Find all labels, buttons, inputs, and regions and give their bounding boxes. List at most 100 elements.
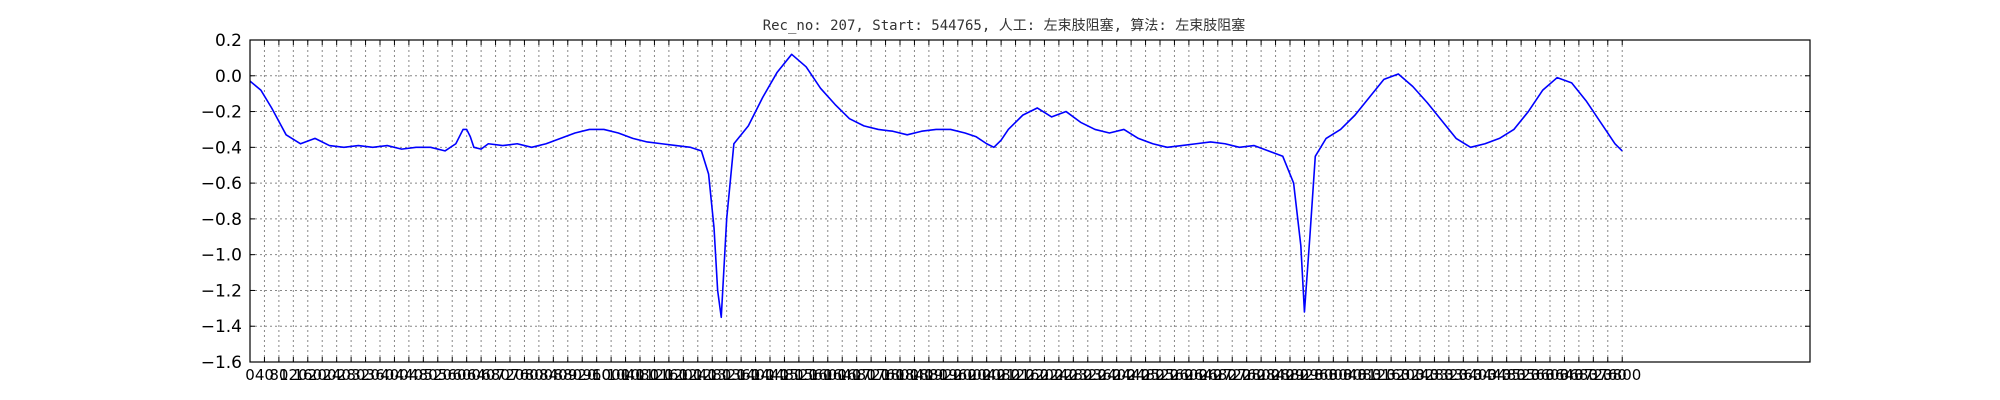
y-tick-label: −0.2 <box>201 103 242 123</box>
x-tick-label: 880 <box>553 366 582 384</box>
x-tick-label: 3760 <box>1589 366 1627 384</box>
x-tick-label: 2440 <box>1112 366 1150 384</box>
x-tick-label: 2200 <box>1025 366 1063 384</box>
x-tick-label: 840 <box>539 366 568 384</box>
x-tick-label: 1960 <box>939 366 977 384</box>
x-tick-label: 2840 <box>1256 366 1294 384</box>
x-tick-label: 80 <box>269 366 288 384</box>
x-tick-label: 3800 <box>1603 366 1641 384</box>
x-tick-label: 1080 <box>621 366 659 384</box>
x-tick-label: 960 <box>582 366 611 384</box>
x-tick-label: 2000 <box>953 366 991 384</box>
x-tick-label: 120 <box>279 366 308 384</box>
x-tick-label: 1640 <box>823 366 861 384</box>
x-tick-label: 3520 <box>1502 366 1540 384</box>
x-tick-label: 3000 <box>1314 366 1352 384</box>
x-tick-label: 3320 <box>1430 366 1468 384</box>
x-tick-label: 1480 <box>765 366 803 384</box>
x-tick-label: 600 <box>452 366 481 384</box>
x-tick-label: 800 <box>525 366 554 384</box>
series-line <box>249 53 1623 319</box>
x-tick-label: 280 <box>337 366 366 384</box>
x-tick-label: 760 <box>510 366 539 384</box>
x-tick-label: 400 <box>380 366 409 384</box>
x-tick-label: 1520 <box>780 366 818 384</box>
x-tick-label: 1040 <box>606 366 644 384</box>
x-tick-label: 3360 <box>1444 366 1482 384</box>
x-tick-label: 2720 <box>1213 366 1251 384</box>
x-tick-label: 2920 <box>1285 366 1323 384</box>
x-tick-label: 720 <box>496 366 525 384</box>
x-tick-label: 1440 <box>751 366 789 384</box>
y-tick-label: 0.2 <box>215 31 242 51</box>
y-tick-label: −0.6 <box>201 174 242 194</box>
x-tick-label: 1280 <box>693 366 731 384</box>
x-tick-label: 1000 <box>592 366 630 384</box>
x-tick-label: 1560 <box>794 366 832 384</box>
x-tick-label: 1360 <box>722 366 760 384</box>
x-tick-label: 2080 <box>982 366 1020 384</box>
x-tick-label: 1800 <box>881 366 919 384</box>
x-tick-label: 2680 <box>1199 366 1237 384</box>
x-tick-label: 1760 <box>866 366 904 384</box>
x-tick-label: 2640 <box>1184 366 1222 384</box>
chart-title: Rec_no: 207, Start: 544765, 人工: 左束肢阻塞, 算… <box>763 17 1246 34</box>
x-tick-label: 3280 <box>1415 366 1453 384</box>
x-tick-label: 200 <box>308 366 337 384</box>
x-tick-label: 3680 <box>1560 366 1598 384</box>
series-layer <box>249 53 1623 319</box>
y-tick-label: −1.6 <box>201 353 242 373</box>
x-tick-label: 2960 <box>1300 366 1338 384</box>
x-tick-label: 680 <box>481 366 510 384</box>
x-tick-label: 3640 <box>1545 366 1583 384</box>
x-axis-ticks: 0 408012016020024028032036040044048052056… <box>245 40 1641 384</box>
x-tick-label: 2040 <box>968 366 1006 384</box>
x-tick-label: 1600 <box>809 366 847 384</box>
y-tick-label: −0.8 <box>201 210 242 230</box>
x-tick-label: 3240 <box>1401 366 1439 384</box>
x-tick-label: 520 <box>423 366 452 384</box>
x-tick-label: 920 <box>568 366 597 384</box>
y-axis-ticks: 0.2 0.0 −0.2 −0.4 −0.6 −0.8 −1.0 −1.2 −1.4 −1.6 <box>201 31 1810 373</box>
x-tick-label: 3400 <box>1459 366 1497 384</box>
x-tick-label: 3200 <box>1386 366 1424 384</box>
x-tick-label: 440 <box>395 366 424 384</box>
x-tick-label: 1840 <box>895 366 933 384</box>
x-tick-label: 160 <box>293 366 322 384</box>
x-tick-label: 360 <box>366 366 395 384</box>
x-tick-label: 3600 <box>1531 366 1569 384</box>
x-tick-label: 1920 <box>924 366 962 384</box>
x-tick-label: 2240 <box>1040 366 1078 384</box>
x-tick-label: 3720 <box>1574 366 1612 384</box>
x-tick-label: 2800 <box>1242 366 1280 384</box>
x-tick-label: 320 <box>351 366 380 384</box>
grid <box>249 39 1810 363</box>
x-tick-label: 2600 <box>1170 366 1208 384</box>
x-tick-label: 3160 <box>1372 366 1410 384</box>
y-tick-label: 0.0 <box>215 67 242 87</box>
x-tick-label: 3560 <box>1516 366 1554 384</box>
x-tick-label: 1720 <box>852 366 890 384</box>
x-tick-label: 2360 <box>1083 366 1121 384</box>
x-tick-label: 2320 <box>1069 366 1107 384</box>
x-tick-label: 2280 <box>1054 366 1092 384</box>
x-tick-label: 2480 <box>1126 366 1164 384</box>
x-tick-label: 1320 <box>708 366 746 384</box>
x-tick-label: 1160 <box>650 366 688 384</box>
x-tick-label: 560 <box>438 366 467 384</box>
y-tick-label: −0.4 <box>201 138 242 158</box>
x-tick-label: 1120 <box>635 366 673 384</box>
y-tick-label: −1.4 <box>201 317 242 337</box>
x-tick-label: 480 <box>409 366 438 384</box>
x-tick-label: 640 <box>467 366 496 384</box>
y-tick-label: −1.2 <box>201 281 242 301</box>
x-tick-label: 3440 <box>1473 366 1511 384</box>
x-tick-label: 0 <box>245 366 255 384</box>
y-tick-label: −1.0 <box>201 246 242 266</box>
x-tick-label: 3120 <box>1358 366 1396 384</box>
x-tick-label: 3480 <box>1488 366 1526 384</box>
x-tick-label: 2160 <box>1011 366 1049 384</box>
x-tick-label: 3080 <box>1343 366 1381 384</box>
x-tick-label: 1400 <box>736 366 774 384</box>
